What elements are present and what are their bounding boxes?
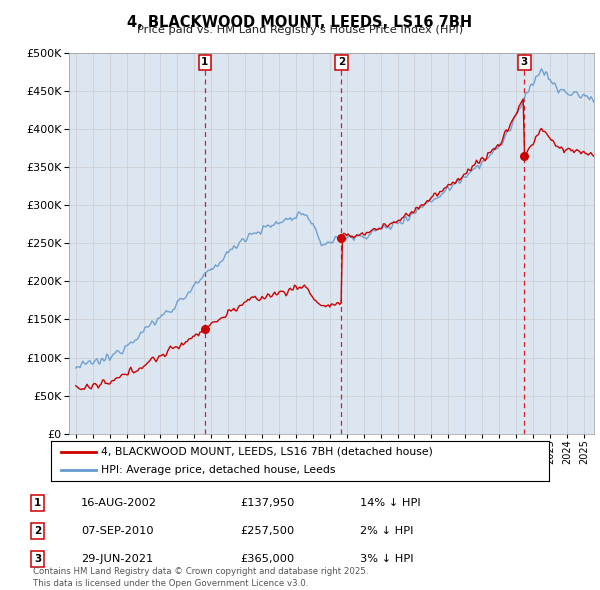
- Text: £137,950: £137,950: [240, 498, 295, 507]
- Text: 3% ↓ HPI: 3% ↓ HPI: [360, 554, 413, 563]
- Text: HPI: Average price, detached house, Leeds: HPI: Average price, detached house, Leed…: [101, 465, 335, 475]
- Text: 2: 2: [34, 526, 41, 536]
- Text: 29-JUN-2021: 29-JUN-2021: [81, 554, 153, 563]
- Text: 2: 2: [338, 57, 345, 67]
- Point: [520, 151, 529, 160]
- Text: 2% ↓ HPI: 2% ↓ HPI: [360, 526, 413, 536]
- Text: 3: 3: [521, 57, 528, 67]
- Text: Price paid vs. HM Land Registry's House Price Index (HPI): Price paid vs. HM Land Registry's House …: [137, 25, 463, 35]
- Text: 1: 1: [201, 57, 208, 67]
- Text: 07-SEP-2010: 07-SEP-2010: [81, 526, 154, 536]
- Text: Contains HM Land Registry data © Crown copyright and database right 2025.
This d: Contains HM Land Registry data © Crown c…: [33, 568, 368, 588]
- Text: 3: 3: [34, 554, 41, 563]
- Text: 4, BLACKWOOD MOUNT, LEEDS, LS16 7BH (detached house): 4, BLACKWOOD MOUNT, LEEDS, LS16 7BH (det…: [101, 447, 433, 457]
- Text: 16-AUG-2002: 16-AUG-2002: [81, 498, 157, 507]
- Text: 14% ↓ HPI: 14% ↓ HPI: [360, 498, 421, 507]
- Point: [337, 233, 346, 242]
- Text: 1: 1: [34, 498, 41, 507]
- Text: £257,500: £257,500: [240, 526, 294, 536]
- Point: [200, 324, 209, 333]
- Text: 4, BLACKWOOD MOUNT, LEEDS, LS16 7BH: 4, BLACKWOOD MOUNT, LEEDS, LS16 7BH: [127, 15, 473, 30]
- Text: £365,000: £365,000: [240, 554, 294, 563]
